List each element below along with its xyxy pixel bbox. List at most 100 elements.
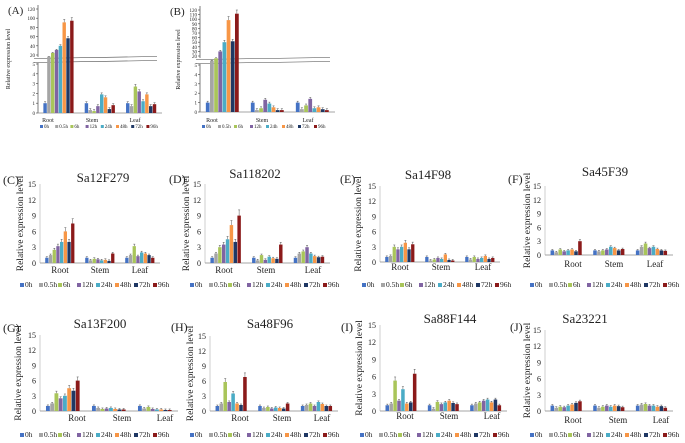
y-tick-label: 15 [198, 332, 206, 341]
bar-0.5h [300, 109, 304, 112]
legend-label: 72h [481, 280, 493, 289]
category-label: Root [396, 411, 414, 421]
y-tick-label: 6 [197, 227, 201, 236]
bar-96h [663, 407, 668, 411]
panel-letter: (J) [510, 320, 523, 334]
bar-0.5h [88, 260, 93, 263]
legend-label: 6h [238, 125, 244, 130]
axis-break-band [195, 57, 331, 64]
legend-label: 72h [135, 125, 143, 130]
category-label: Stem [86, 118, 99, 124]
bar-72h [487, 258, 491, 262]
legend-swatch [476, 283, 480, 287]
y-tick-label: 6 [537, 375, 541, 384]
bar-96h [497, 405, 502, 411]
y-tick-label: 6 [202, 377, 206, 386]
bar-48h [655, 249, 660, 255]
bar-0h [550, 405, 555, 411]
y-tick-label: 20 [30, 54, 36, 59]
legend-swatch [438, 283, 442, 287]
bar-96h [285, 403, 290, 411]
legend-swatch [39, 283, 43, 287]
bar-72h [107, 260, 111, 263]
y-tick-label: 12 [368, 197, 376, 206]
y-axis-label: Relative expression level [176, 29, 182, 90]
bar-12h [308, 98, 313, 112]
bar-72h [117, 409, 122, 411]
bar-0.5h [639, 404, 644, 411]
legend-swatch [436, 433, 440, 437]
y-tick-label: 3 [197, 243, 201, 252]
y-tick-label: 3 [372, 390, 376, 399]
bar-48h [313, 256, 317, 263]
legend: 0h 0.5h 6h 12h 24h 48h 72h 96h [202, 125, 326, 130]
y-tick-label: 0 [33, 112, 36, 117]
y-tick-label: 5 [33, 63, 36, 68]
bar-0h [215, 406, 220, 411]
legend-label: 24h [270, 125, 278, 130]
bar-6h [601, 250, 605, 255]
y-tick-label: 0 [197, 259, 201, 268]
bar-72h [230, 41, 235, 112]
bar-24h [400, 246, 404, 262]
bar-0.5h [597, 407, 601, 411]
panel-a: (A)Relative expression level 204060801001… [6, 5, 162, 130]
bar-48h [570, 404, 574, 411]
legend-label: 96h [150, 125, 158, 130]
bar-0h [293, 257, 298, 263]
bar-24h [316, 402, 321, 411]
bar-6h [223, 382, 227, 411]
y-tick-label: 12 [28, 196, 36, 205]
legend-swatch [379, 433, 383, 437]
bar-96h [279, 244, 283, 263]
y-tick-label: 0 [372, 407, 376, 416]
y-tick-label: 15 [193, 180, 201, 189]
legend-swatch [587, 283, 591, 287]
bar-24h [100, 94, 104, 113]
legend-swatch [153, 283, 157, 287]
legend-swatch [96, 283, 100, 287]
panel-i: (I) Sa88F144 Relative expression level 0 3 6 9… [341, 311, 510, 439]
legend-swatch [625, 433, 629, 437]
bar-48h [447, 400, 451, 411]
legend-label: 48h [462, 280, 474, 289]
y-tick-label: 0 [202, 407, 206, 416]
bar-72h [574, 402, 578, 411]
bar-6h [259, 108, 263, 112]
legend: 0h 0.5h 6h 12h 24h 48h 72h 96h [190, 280, 340, 289]
y-tick-label: 100 [28, 17, 36, 22]
y-tick-label: 9 [537, 358, 541, 367]
legend-swatch [266, 125, 269, 128]
category-label: Root [564, 259, 582, 269]
bar-72h [659, 250, 664, 255]
bar-0h [550, 250, 555, 255]
bar-12h [605, 249, 609, 255]
y-axis-label: Relative expression level [186, 325, 196, 421]
bar-0.5h [597, 251, 601, 255]
y-tick-label: 15 [533, 326, 541, 335]
bar-48h [570, 249, 574, 255]
bar-12h [54, 49, 59, 113]
bar-12h [56, 246, 60, 263]
bar-0.5h [389, 403, 393, 411]
legend-swatch [39, 433, 43, 437]
bar-12h [436, 257, 440, 262]
legend-swatch [100, 125, 104, 128]
legend-label: 0h [195, 280, 203, 289]
legend-swatch [209, 283, 213, 287]
bar-0.5h [214, 253, 218, 263]
legend: 0h 0.5h 6h 12h 24h 48h 72h 96h [530, 430, 680, 439]
legend-label: 0.5h [214, 430, 227, 439]
bar-48h [103, 259, 107, 263]
bar-0h [45, 405, 50, 411]
panel-c: (C) Sa12F279 Relative expression level 0 3 6 9… [3, 170, 170, 289]
legend-label: 12h [252, 280, 264, 289]
panel-title: Sa14F98 [405, 167, 451, 182]
legend-label: 0h [365, 430, 373, 439]
y-tick-label: 3 [32, 392, 36, 401]
bar-0h [425, 256, 429, 262]
y-tick-label: 15 [28, 331, 36, 340]
bar-48h [63, 231, 67, 263]
y-tick-label: 120 [28, 8, 36, 13]
legend-label: 72h [649, 430, 661, 439]
